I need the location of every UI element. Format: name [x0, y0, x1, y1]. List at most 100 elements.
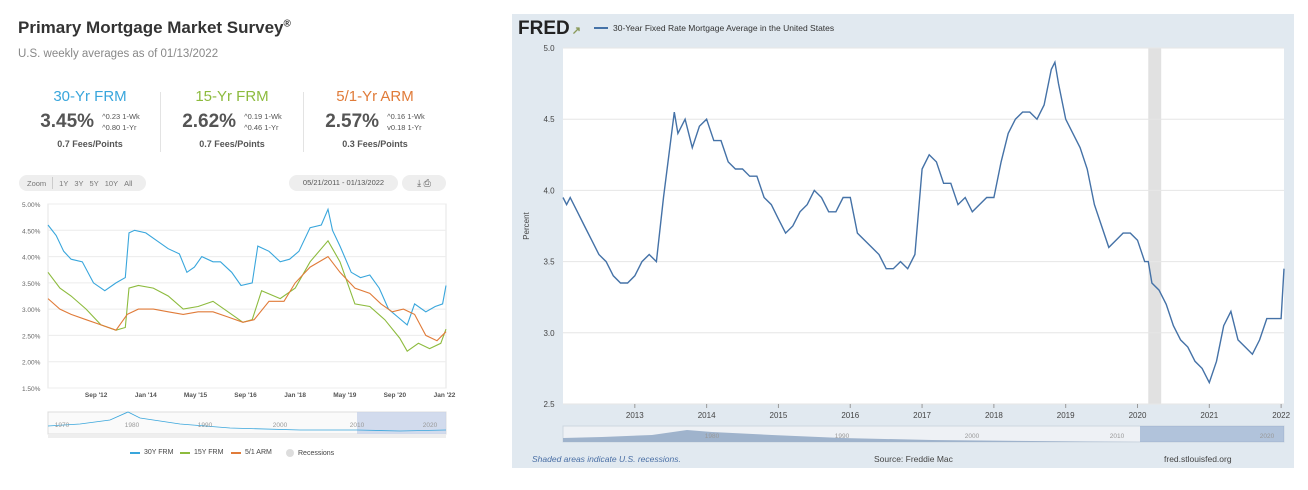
- plot-area: [47, 203, 447, 389]
- legend-item-recessions[interactable]: Recessions: [286, 449, 334, 457]
- x-tick-label: 2015: [770, 411, 788, 420]
- legend-item-arm[interactable]: 5/1 ARM: [231, 449, 272, 456]
- card-divider: [160, 92, 161, 152]
- rate-card-name: 15-Yr FRM: [195, 88, 269, 105]
- zoom-3y-button[interactable]: 3Y: [74, 178, 84, 188]
- rate-card-fees: 0.7 Fees/Points: [57, 139, 123, 149]
- series-line-30yr-frm: [562, 59, 1285, 385]
- rate-card: 30-Yr FRM 3.45% ^0.23 1-Wk ^0.80 1-Yr 0.7 Fe…: [20, 88, 160, 149]
- fred-logo[interactable]: FRED ↗: [518, 18, 581, 40]
- x-tick-label: 2017: [913, 411, 931, 420]
- navigator-tick-label: 1970: [55, 422, 70, 429]
- navigator-tick-label: 2000: [965, 433, 980, 440]
- zoom-10y-button[interactable]: 10Y: [104, 178, 119, 188]
- navigator-window: [1140, 426, 1284, 442]
- x-tick-label: 2021: [1200, 411, 1218, 420]
- y-tick-label: 4.50%: [22, 228, 41, 235]
- rate-card-row: 2.62% ^0.19 1-Wk ^0.46 1-Yr: [162, 111, 302, 133]
- fred-source: Source: Freddie Mac: [874, 454, 953, 464]
- download-icon[interactable]: ⤓: [417, 178, 422, 188]
- rate-card-value: 3.45%: [40, 111, 95, 132]
- rate-change-year: ^0.80 1-Yr: [102, 123, 137, 132]
- print-icon[interactable]: ⎙: [423, 178, 431, 188]
- legend-swatch: [231, 451, 241, 454]
- fred-chart: 5.0 4.5 4.0 3.5 3.0 2.5 2013 2014 2015 2016 2017 20…: [522, 44, 1291, 443]
- zoom-separator: [52, 177, 54, 189]
- rate-card-fees: 0.3 Fees/Points: [342, 139, 408, 149]
- legend-item-15y[interactable]: 15Y FRM: [180, 449, 223, 456]
- fred-legend: 30-Year Fixed Rate Mortgage Average in t…: [594, 23, 834, 33]
- pmms-title: Primary Mortgage Market Survey®: [18, 18, 291, 38]
- x-tick-label: 2019: [1057, 411, 1075, 420]
- legend-label: 30Y FRM: [144, 449, 174, 456]
- rate-change-year: ^0.46 1-Yr: [244, 123, 279, 132]
- x-tick-label: 2014: [698, 411, 716, 420]
- legend-swatch: [130, 451, 140, 454]
- zoom-bar: Zoom 1Y 3Y 5Y 10Y All: [19, 175, 147, 191]
- card-divider: [303, 92, 304, 152]
- rate-card-changes: ^0.16 1-Wk v0.18 1-Yr: [387, 111, 425, 133]
- x-tick-label: 2013: [626, 411, 644, 420]
- fred-graph-icon: ↗: [571, 25, 581, 37]
- x-tick-label: Sep '16: [234, 392, 257, 399]
- x-tick-label: Jan '14: [135, 392, 157, 399]
- x-tick-label: Jan '22: [434, 392, 456, 399]
- rate-change-week: ^0.23 1-Wk: [102, 112, 140, 121]
- y-tick-label: 2.5: [543, 400, 555, 409]
- x-tick-label: 2018: [985, 411, 1003, 420]
- y-tick-label: 4.5: [543, 115, 555, 124]
- rate-card-changes: ^0.19 1-Wk ^0.46 1-Yr: [244, 111, 282, 133]
- date-range-box[interactable]: 05/21/2011 - 01/13/2022: [289, 175, 398, 191]
- rate-card-value: 2.62%: [182, 111, 237, 132]
- y-tick-label: 3.00%: [22, 307, 41, 314]
- fred-chart-title: 30-Year Fixed Rate Mortgage Average in t…: [613, 23, 835, 33]
- navigator-tick-label: 2010: [350, 422, 365, 429]
- x-tick-label: Sep '20: [384, 392, 407, 399]
- x-tick-label: May '15: [184, 392, 208, 399]
- rate-change-week: ^0.19 1-Wk: [244, 112, 282, 121]
- rate-change-week: ^0.16 1-Wk: [387, 112, 425, 121]
- navigator-tick-label: 1990: [835, 433, 850, 440]
- series-line-5-1-arm: [47, 255, 447, 342]
- export-print-buttons[interactable]: ⤓ ⎙: [402, 175, 446, 191]
- legend-label: 15Y FRM: [194, 449, 224, 456]
- zoom-1y-button[interactable]: 1Y: [59, 178, 69, 188]
- series-line-30y-frm: [47, 207, 447, 326]
- fred-site-link[interactable]: fred.stlouisfed.org: [1164, 454, 1232, 464]
- x-tick-label: Jan '18: [284, 392, 306, 399]
- y-tick-label: 3.5: [543, 258, 555, 267]
- y-tick-label: 5.00%: [22, 202, 41, 209]
- navigator-tick-label: 1980: [705, 433, 720, 440]
- zoom-all-button[interactable]: All: [124, 178, 133, 188]
- rate-card: 5/1-Yr ARM 2.57% ^0.16 1-Wk v0.18 1-Yr 0.3 F…: [305, 88, 445, 149]
- pmms-chart: 5.00% 4.50% 4.00% 3.50% 3.00% 2.50% 2.00% 1.50%…: [22, 202, 456, 438]
- rate-card-value: 2.57%: [325, 111, 380, 132]
- fred-logo-text: FRED: [518, 18, 570, 39]
- y-tick-label: 4.0: [543, 186, 555, 195]
- x-tick-label: Sep '12: [85, 392, 108, 399]
- rate-card-row: 2.57% ^0.16 1-Wk v0.18 1-Yr: [305, 111, 445, 133]
- legend-item-30y[interactable]: 30Y FRM: [130, 449, 173, 456]
- y-tick-label: 4.00%: [22, 255, 41, 262]
- plot-area: [563, 48, 1284, 404]
- navigator-tick-label: 2020: [1260, 433, 1275, 440]
- y-tick-label: 3.0: [543, 329, 555, 338]
- legend-label: Recessions: [298, 449, 335, 457]
- rate-card-name: 30-Yr FRM: [53, 88, 127, 105]
- legend-label: 5/1 ARM: [245, 449, 272, 456]
- rate-change-year: v0.18 1-Yr: [387, 123, 422, 132]
- navigator-tick-label: 1990: [198, 422, 213, 429]
- pmms-subtitle: U.S. weekly averages as of 01/13/2022: [18, 48, 219, 60]
- y-tick-label: 2.00%: [22, 360, 41, 367]
- navigator-tick-label: 2010: [1110, 433, 1125, 440]
- fred-legend-swatch: [594, 27, 608, 29]
- navigator-scrollbar: [48, 434, 446, 438]
- navigator-tick-label: 2020: [423, 422, 438, 429]
- fred-panel: 5.0 4.5 4.0 3.5 3.0 2.5 2013 2014 2015 2016 2017 20…: [512, 14, 1294, 468]
- x-tick-label: 2022: [1272, 411, 1290, 420]
- navigator-tick-label: 1980: [125, 422, 140, 429]
- navigator-tick-label: 2000: [273, 422, 288, 429]
- x-tick-label: 2016: [841, 411, 859, 420]
- zoom-5y-button[interactable]: 5Y: [89, 178, 99, 188]
- registered-mark: ®: [283, 18, 291, 30]
